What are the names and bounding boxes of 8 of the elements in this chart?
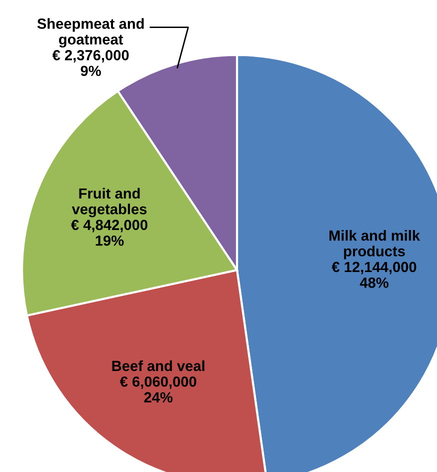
data-label: € 2,376,000 9%	[52, 50, 129, 76]
slice-label: Fruit and vegetables	[72, 188, 147, 218]
slice-label: Beef and veal	[112, 360, 204, 372]
data-label: € 12,144,000 48%	[332, 262, 416, 288]
slice-label: Sheepmeat and goatmeat	[37, 18, 144, 48]
data-label: € 6,060,000 24%	[120, 376, 196, 402]
slice-label: Milk and milk products	[329, 230, 420, 260]
data-label: € 4,842,000 19%	[71, 220, 148, 246]
